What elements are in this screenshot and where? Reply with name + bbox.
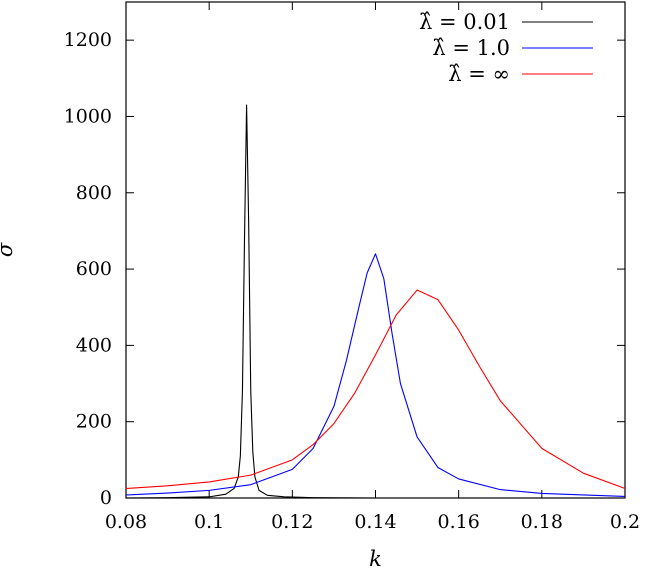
x-axis-label: k <box>369 547 382 570</box>
series-layer <box>125 104 626 499</box>
y-tick-label: 400 <box>76 334 112 356</box>
x-tick-label: 0.08 <box>105 511 147 533</box>
y-tick-label: 200 <box>76 411 112 433</box>
plot-axes: 0.08 0.1 0.12 0.14 0.16 0.18 0.2 0 200 400 600 800 1… <box>64 1 640 533</box>
y-axis-label: σ <box>0 242 17 257</box>
y-tick-label: 600 <box>76 258 112 280</box>
x-tick-label: 0.1 <box>194 511 224 533</box>
series-line-2 <box>125 253 626 498</box>
legend: λ̂ = 0.01λ̂ = 1.0λ̂ = ∞ <box>419 10 593 86</box>
y-tick-label: 0 <box>100 487 112 509</box>
legend-label-1: λ̂ = 0.01 <box>419 10 510 34</box>
x-tick-label: 0.16 <box>438 511 480 533</box>
legend-label-3: λ̂ = ∞ <box>448 62 510 86</box>
y-tick-label: 1200 <box>64 29 112 51</box>
series-line-1 <box>125 104 625 499</box>
x-tick-label: 0.2 <box>610 511 640 533</box>
y-tick-label: 1000 <box>64 105 112 127</box>
x-tick-label: 0.12 <box>271 511 313 533</box>
legend-label-2: λ̂ = 1.0 <box>432 36 510 60</box>
x-tick-label: 0.14 <box>354 511 396 533</box>
series-line-3 <box>125 289 626 490</box>
x-tick-label: 0.18 <box>521 511 563 533</box>
y-tick-label: 800 <box>76 182 112 204</box>
plot-frame <box>125 1 626 499</box>
